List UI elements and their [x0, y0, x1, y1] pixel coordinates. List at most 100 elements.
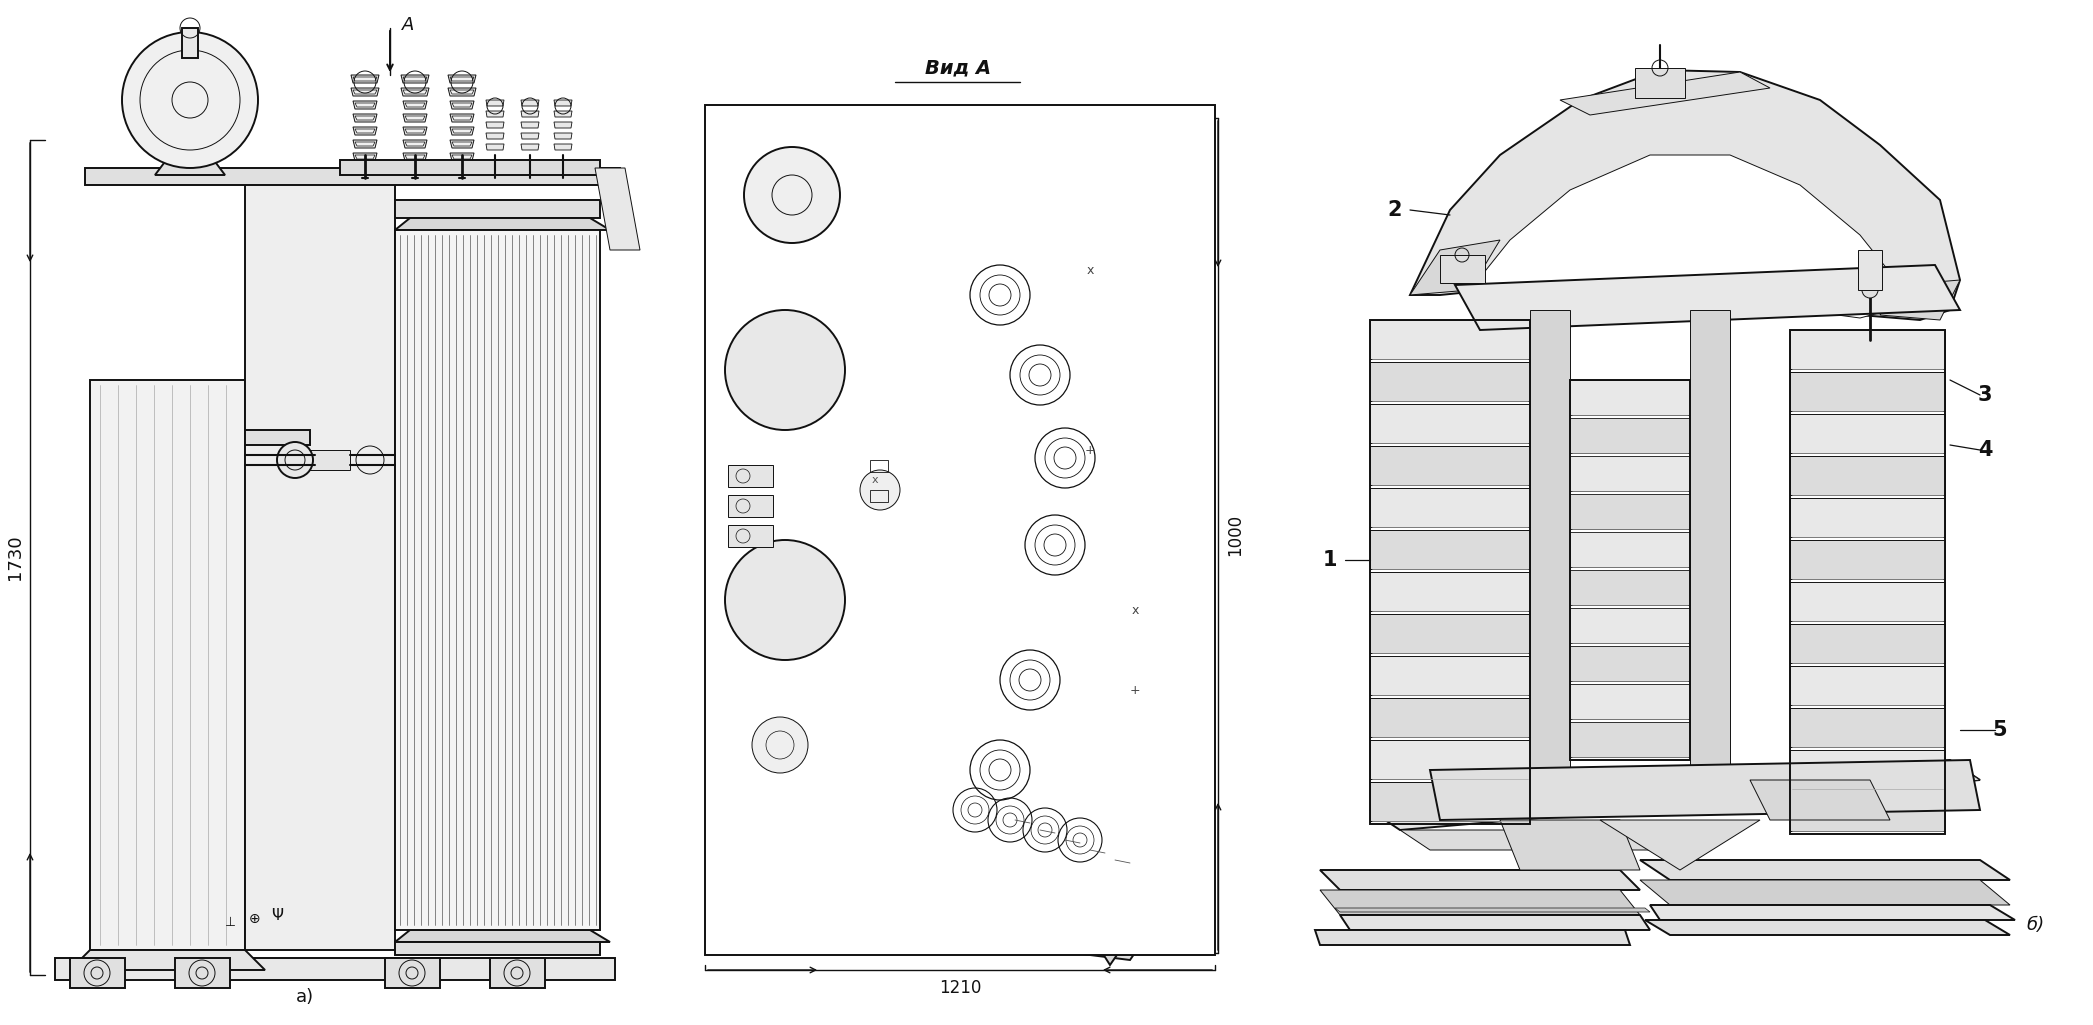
Polygon shape — [1371, 572, 1530, 611]
Polygon shape — [1371, 446, 1530, 485]
Polygon shape — [452, 102, 473, 107]
Polygon shape — [356, 102, 375, 107]
Polygon shape — [1790, 498, 1944, 537]
Polygon shape — [402, 75, 429, 83]
Polygon shape — [1455, 265, 1959, 330]
Circle shape — [860, 470, 900, 510]
Polygon shape — [1790, 582, 1944, 621]
Polygon shape — [356, 155, 375, 159]
Bar — [1570, 380, 1689, 760]
Bar — [490, 958, 544, 988]
Polygon shape — [772, 235, 810, 260]
Polygon shape — [555, 100, 571, 106]
Polygon shape — [1790, 330, 1944, 369]
Polygon shape — [1790, 708, 1944, 747]
Polygon shape — [86, 168, 620, 184]
Polygon shape — [354, 114, 377, 122]
Polygon shape — [1570, 456, 1689, 491]
Bar — [1440, 255, 1486, 283]
Polygon shape — [1790, 750, 1944, 789]
Text: А: А — [402, 16, 414, 34]
Polygon shape — [710, 180, 871, 870]
Polygon shape — [486, 100, 504, 106]
Bar — [385, 958, 440, 988]
Polygon shape — [396, 218, 609, 230]
Polygon shape — [352, 88, 379, 96]
Circle shape — [1863, 282, 1877, 298]
Polygon shape — [1371, 320, 1530, 359]
Polygon shape — [404, 114, 427, 122]
Polygon shape — [450, 90, 473, 94]
Polygon shape — [339, 160, 601, 175]
Bar — [1371, 320, 1530, 824]
Text: ⊕: ⊕ — [249, 912, 262, 926]
Polygon shape — [245, 175, 396, 950]
Polygon shape — [450, 101, 473, 109]
Polygon shape — [406, 142, 425, 146]
Polygon shape — [155, 142, 226, 158]
Text: +: + — [1130, 684, 1141, 697]
Bar — [176, 958, 230, 988]
Polygon shape — [1649, 905, 2016, 920]
Bar — [1790, 330, 1944, 834]
Polygon shape — [452, 155, 473, 159]
Polygon shape — [1321, 890, 1641, 915]
Polygon shape — [1570, 646, 1689, 681]
Polygon shape — [396, 200, 601, 218]
Polygon shape — [1469, 155, 1900, 318]
Bar — [69, 958, 126, 988]
Polygon shape — [452, 116, 473, 120]
Polygon shape — [406, 155, 425, 159]
Polygon shape — [356, 116, 375, 120]
Text: а): а) — [295, 988, 314, 1006]
Polygon shape — [486, 122, 504, 128]
Polygon shape — [1599, 820, 1760, 870]
Polygon shape — [1750, 780, 1890, 820]
Polygon shape — [486, 144, 504, 150]
Bar — [705, 105, 1216, 955]
Polygon shape — [69, 950, 266, 970]
Polygon shape — [1570, 608, 1689, 643]
Polygon shape — [1411, 240, 1501, 295]
Polygon shape — [404, 153, 427, 161]
Text: x: x — [871, 475, 879, 485]
Polygon shape — [406, 129, 425, 133]
Polygon shape — [354, 101, 377, 109]
Polygon shape — [448, 88, 475, 96]
Polygon shape — [404, 77, 427, 81]
Text: 1: 1 — [1323, 550, 1337, 570]
Polygon shape — [1689, 310, 1731, 810]
Polygon shape — [452, 129, 473, 133]
Polygon shape — [354, 127, 377, 135]
Polygon shape — [354, 153, 377, 161]
Text: x: x — [1086, 263, 1095, 277]
Circle shape — [724, 310, 846, 430]
Polygon shape — [452, 142, 473, 146]
Polygon shape — [406, 102, 425, 107]
Polygon shape — [450, 127, 473, 135]
Polygon shape — [1321, 870, 1641, 890]
Text: Ψ: Ψ — [270, 907, 283, 922]
Polygon shape — [406, 116, 425, 120]
Polygon shape — [1790, 372, 1944, 411]
Bar — [1859, 250, 1882, 290]
Bar — [871, 490, 887, 502]
Polygon shape — [1340, 915, 1649, 930]
Bar — [396, 230, 601, 930]
Polygon shape — [1645, 920, 2009, 935]
Polygon shape — [871, 148, 1210, 950]
Polygon shape — [1400, 830, 1649, 850]
Polygon shape — [961, 148, 1210, 320]
Text: 1210: 1210 — [940, 979, 982, 997]
Polygon shape — [356, 129, 375, 133]
Polygon shape — [486, 133, 504, 139]
Polygon shape — [448, 75, 475, 83]
Circle shape — [724, 540, 846, 660]
Polygon shape — [1335, 908, 1649, 912]
Polygon shape — [245, 430, 310, 445]
Polygon shape — [90, 380, 245, 950]
Polygon shape — [1790, 456, 1944, 495]
Polygon shape — [1371, 362, 1530, 401]
Polygon shape — [404, 101, 427, 109]
Polygon shape — [1641, 860, 2009, 880]
